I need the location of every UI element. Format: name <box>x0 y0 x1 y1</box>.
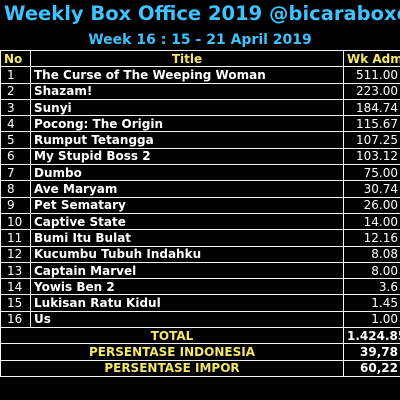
film-title-cell: Pet Sematary <box>30 196 344 214</box>
weekly-admission-cell: 8.08 <box>343 245 400 263</box>
column-header-adm: Wk Adm <box>343 49 400 68</box>
rank-cell: 2 <box>0 82 31 100</box>
weekly-admission-cell: 103.12 <box>343 147 400 166</box>
weekly-admission-cell: 223.00 <box>343 82 400 100</box>
film-title-cell: Yowis Ben 2 <box>30 278 344 296</box>
weekly-admission-cell: 8.00 <box>343 261 400 280</box>
film-title-cell: The Curse of The Weeping Woman <box>30 66 344 84</box>
weekly-admission-cell: 30.74 <box>343 180 400 198</box>
table-row: 9 Pet Sematary 26.00 <box>0 196 400 214</box>
table-header-row: No Title Wk Adm <box>0 49 400 68</box>
table-row: 8 Ave Maryam 30.74 <box>0 180 400 198</box>
rank-cell: 16 <box>0 310 31 329</box>
rank-cell: 11 <box>0 229 31 247</box>
film-title-cell: Kucumbu Tubuh Indahku <box>30 245 344 263</box>
summary-value: 39,78 <box>343 343 400 361</box>
weekly-admission-cell: 12.16 <box>343 229 400 247</box>
rank-cell: 12 <box>0 245 31 263</box>
table-row: 12 Kucumbu Tubuh Indahku 8.08 <box>0 245 400 263</box>
table-row: 2 Shazam! 223.00 <box>0 82 400 100</box>
rank-cell: 10 <box>0 212 31 231</box>
film-title-cell: Ave Maryam <box>30 180 344 198</box>
weekly-admission-cell: 107.25 <box>343 131 400 149</box>
table-row: 10 Captive State 14.00 <box>0 212 400 231</box>
table-row: 1 The Curse of The Weeping Woman 511.00 <box>0 66 400 84</box>
weekly-admission-cell: 1.00 <box>343 310 400 329</box>
summary-row: PERSENTASE IMPOR 60,22 <box>0 359 400 377</box>
film-title-cell: Sunyi <box>30 98 344 117</box>
film-title-cell: Captain Marvel <box>30 261 344 280</box>
rank-cell: 9 <box>0 196 31 214</box>
table-row: 3 Sunyi 184.74 <box>0 98 400 117</box>
rank-cell: 1 <box>0 66 31 84</box>
table-row: 16 Us 1.00 <box>0 310 400 329</box>
rank-cell: 13 <box>0 261 31 280</box>
summary-row: PERSENTASE INDONESIA 39,78 <box>0 343 400 361</box>
week-subtitle: Week 16 : 15 - 21 April 2019 <box>88 32 312 48</box>
weekly-admission-cell: 115.67 <box>343 115 400 133</box>
rank-cell: 8 <box>0 180 31 198</box>
weekly-admission-cell: 1.45 <box>343 294 400 312</box>
weekly-admission-cell: 14.00 <box>343 212 400 231</box>
film-title-cell: Captive State <box>30 212 344 231</box>
film-title-cell: Us <box>30 310 344 329</box>
table-row: 6 My Stupid Boss 2 103.12 <box>0 147 400 166</box>
table-row: 13 Captain Marvel 8.00 <box>0 261 400 280</box>
table-row: 14 Yowis Ben 2 3.6 <box>0 278 400 296</box>
table-row: 7 Dumbo 75.00 <box>0 164 400 182</box>
summary-label: PERSENTASE IMPOR <box>0 359 344 377</box>
rank-cell: 14 <box>0 278 31 296</box>
table-row: 4 Pocong: The Origin 115.67 <box>0 115 400 133</box>
film-title-cell: Rumput Tetangga <box>30 131 344 149</box>
table-row: 5 Rumput Tetangga 107.25 <box>0 131 400 149</box>
film-title-cell: Pocong: The Origin <box>30 115 344 133</box>
weekly-admission-cell: 511.00 <box>343 66 400 84</box>
rank-cell: 7 <box>0 164 31 182</box>
rank-cell: 6 <box>0 147 31 166</box>
film-title-cell: My Stupid Boss 2 <box>30 147 344 166</box>
column-header-title: Title <box>30 49 344 68</box>
summary-label: TOTAL <box>0 327 344 345</box>
summary-value: 60,22 <box>343 359 400 377</box>
rank-cell: 3 <box>0 98 31 117</box>
summary-label: PERSENTASE INDONESIA <box>0 343 344 361</box>
summary-value: 1.424.85 <box>343 327 400 345</box>
rank-cell: 15 <box>0 294 31 312</box>
weekly-admission-cell: 26.00 <box>343 196 400 214</box>
film-title-cell: Shazam! <box>30 82 344 100</box>
weekly-admission-cell: 3.6 <box>343 278 400 296</box>
weekly-admission-cell: 184.74 <box>343 98 400 117</box>
box-office-table: No Title Wk Adm 1 The Curse of The Weepin… <box>0 49 400 377</box>
film-title-cell: Lukisan Ratu Kidul <box>30 294 344 312</box>
table-row: 11 Bumi Itu Bulat 12.16 <box>0 229 400 247</box>
page-title: Weekly Box Office 2019 @bicaraboxoffice <box>4 2 400 25</box>
table-row: 15 Lukisan Ratu Kidul 1.45 <box>0 294 400 312</box>
rank-cell: 4 <box>0 115 31 133</box>
weekly-admission-cell: 75.00 <box>343 164 400 182</box>
film-title-cell: Bumi Itu Bulat <box>30 229 344 247</box>
film-title-cell: Dumbo <box>30 164 344 182</box>
column-header-no: No <box>0 49 31 68</box>
rank-cell: 5 <box>0 131 31 149</box>
